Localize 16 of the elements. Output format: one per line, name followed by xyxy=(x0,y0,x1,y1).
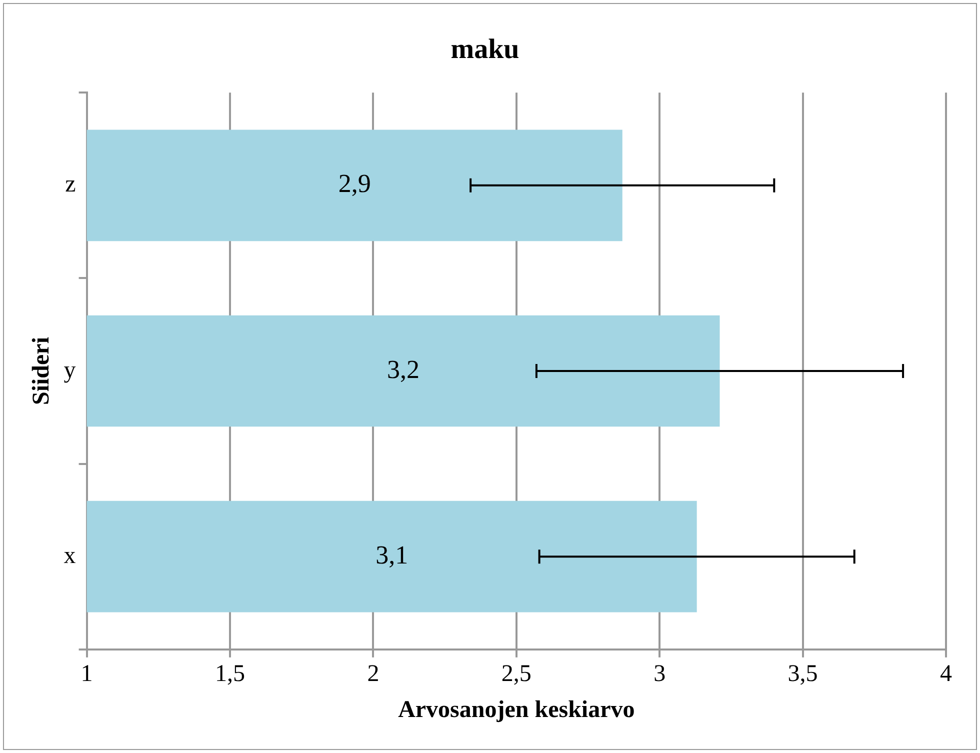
x-tick-label: 3,5 xyxy=(788,661,818,688)
data-label: 3,1 xyxy=(376,540,408,570)
y-tick-label: z xyxy=(65,172,76,198)
chart-title: maku xyxy=(450,34,520,66)
data-label: 2,9 xyxy=(338,169,371,198)
x-tick-label: 3 xyxy=(654,661,666,688)
x-tick-label: 1,5 xyxy=(215,661,245,688)
x-axis-title: Arvosanojen keskiarvo xyxy=(398,696,635,723)
y-axis-title: Siideri xyxy=(28,336,55,406)
x-tick-label: 4 xyxy=(940,661,952,688)
x-tick-label: 1 xyxy=(80,661,93,688)
y-tick-label: x xyxy=(64,542,76,569)
x-tick-label: 2,5 xyxy=(501,661,532,688)
x-tick-label: 2 xyxy=(367,661,380,688)
data-label: 3,2 xyxy=(387,354,420,384)
y-tick-label: y xyxy=(64,357,76,384)
